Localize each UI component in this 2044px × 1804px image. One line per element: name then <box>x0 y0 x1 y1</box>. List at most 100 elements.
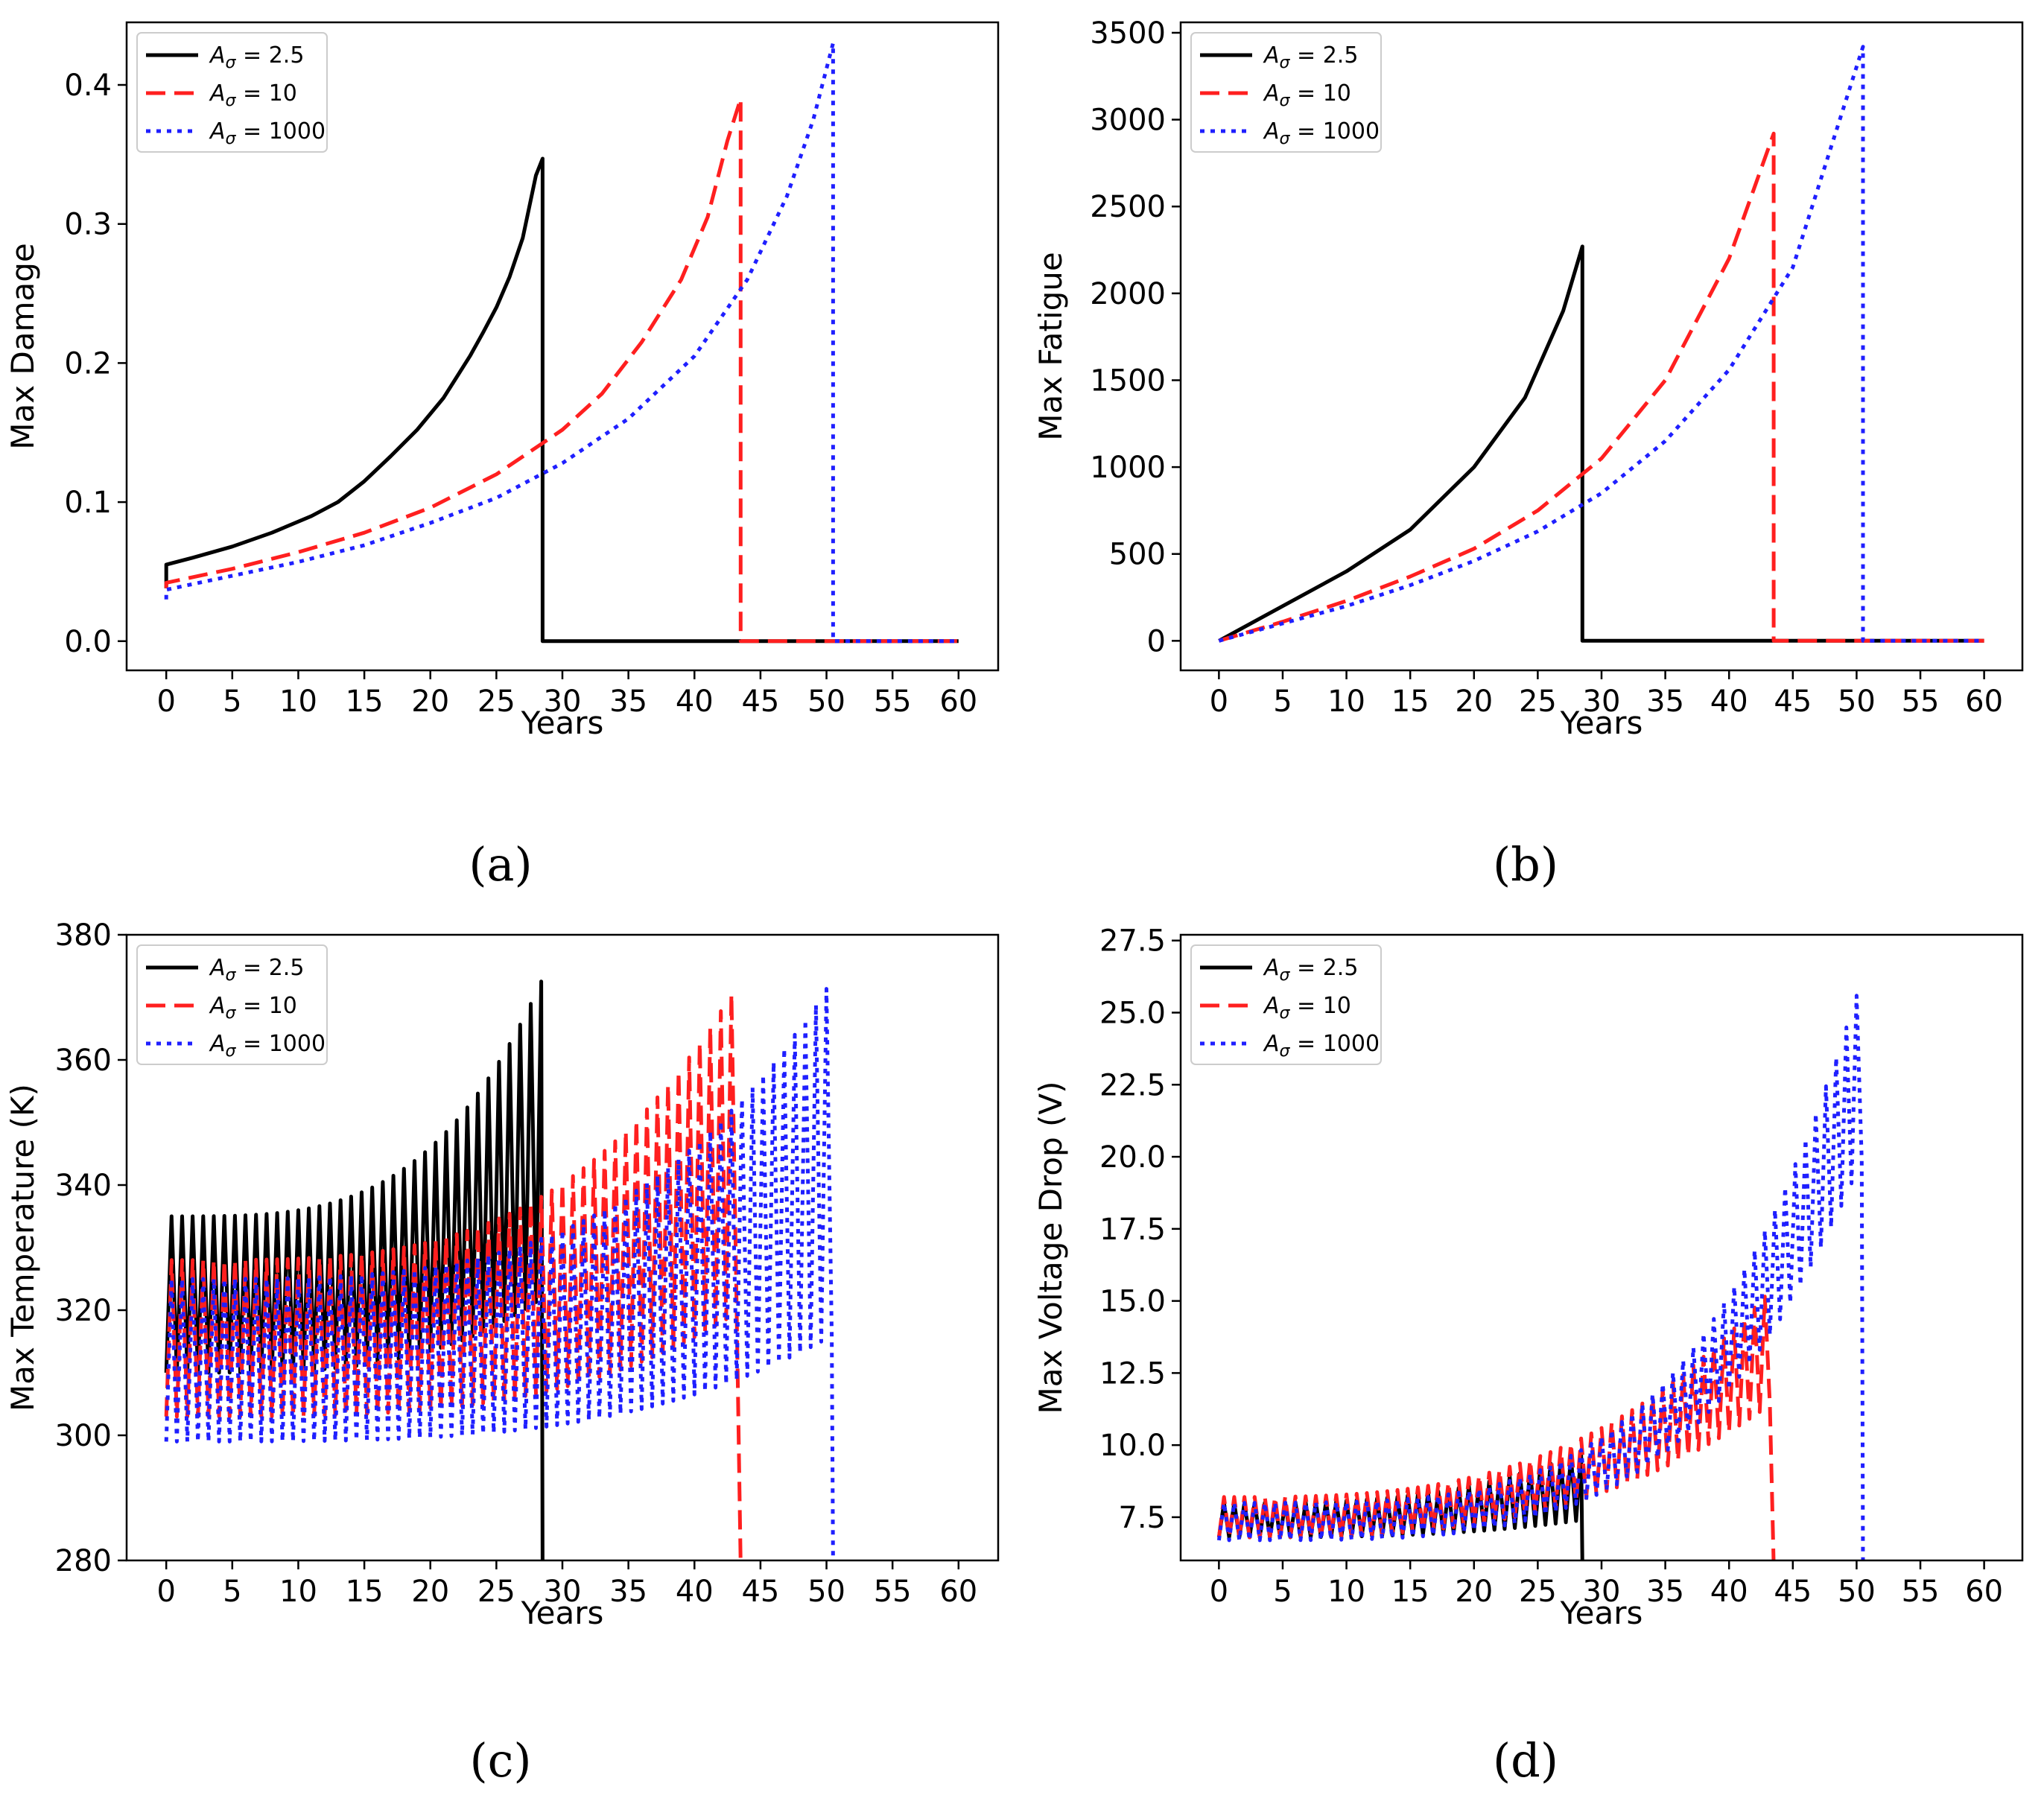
x-tick-label: 10 <box>1327 1575 1365 1609</box>
x-tick-label: 55 <box>1902 685 1940 719</box>
series-group <box>1216 994 1865 1560</box>
y-axis-label: Max Fatigue <box>1032 252 1069 440</box>
legend: Aσ = 2.5 Aσ = 10 Aσ = 1000 <box>136 32 328 153</box>
panel-b: 0 5 10 15 20 25 30 35 40 45 50 55 60 0 500 1000 1500 2000… <box>1032 16 2024 741</box>
panel-a: 0 5 10 15 20 25 30 35 40 45 50 55 60 0.0 0.1 0.2 0.3 0.4 Y… <box>4 21 1000 741</box>
y-tick-label: 15.0 <box>1099 1285 1166 1319</box>
x-tick-label: 30 <box>1583 1575 1621 1609</box>
legend-label-1: Aσ = 2.5 <box>209 42 304 72</box>
x-tick-label: 30 <box>544 1575 582 1609</box>
y-tick-label: 7.5 <box>1118 1501 1166 1535</box>
y-tick-label: 3500 <box>1090 16 1166 51</box>
legend-box <box>1190 32 1382 153</box>
legend-box <box>1190 944 1382 1065</box>
y-tick-label: 0.4 <box>64 69 112 103</box>
x-tick-label: 35 <box>609 685 647 719</box>
x-tick-label: 25 <box>1519 1575 1557 1609</box>
legend: Aσ = 2.5 Aσ = 10 Aσ = 1000 <box>1190 944 1382 1065</box>
x-tick-label: 25 <box>1519 685 1557 719</box>
x-tick-label: 5 <box>223 1575 241 1609</box>
x-tick-label: 15 <box>1391 685 1429 719</box>
legend: Aσ = 2.5 Aσ = 10 Aσ = 1000 <box>1190 32 1382 153</box>
legend-label-3: Aσ = 1000 <box>209 1031 326 1061</box>
x-tick-label: 10 <box>1327 685 1365 719</box>
legend-label-2: Aσ = 10 <box>209 993 297 1023</box>
legend-box <box>136 32 328 153</box>
x-tick-label: 40 <box>676 685 714 719</box>
x-tick-label: 25 <box>477 1575 515 1609</box>
x-tick-label: 60 <box>939 1575 977 1609</box>
caption-d: (d) <box>1493 1733 1558 1788</box>
series-line-1 <box>1218 244 1984 643</box>
legend-label-3: Aσ = 1000 <box>1263 118 1380 148</box>
y-tick-label: 360 <box>55 1044 112 1078</box>
legend-label-2: Aσ = 10 <box>1263 80 1351 110</box>
x-tick-label: 35 <box>1646 685 1684 719</box>
legend-label-1: Aσ = 2.5 <box>209 955 304 985</box>
x-axis-label: Years <box>1560 1595 1643 1631</box>
x-tick-label: 0 <box>156 685 175 719</box>
series-group <box>1218 45 1984 643</box>
caption-c: (c) <box>469 1733 531 1788</box>
x-tick-label: 45 <box>1774 685 1812 719</box>
x-tick-label: 35 <box>609 1575 647 1609</box>
y-tick-label: 3000 <box>1090 104 1166 138</box>
x-axis-label: Years <box>521 705 604 741</box>
x-axis-label: Years <box>521 1595 604 1631</box>
y-axis-label: Max Voltage Drop (V) <box>1032 1082 1069 1414</box>
series-line-2 <box>1218 131 1984 643</box>
y-tick-label: 320 <box>55 1294 112 1328</box>
series-group <box>164 41 959 644</box>
x-tick-label: 15 <box>346 685 384 719</box>
legend-box <box>136 944 328 1065</box>
x-tick-label: 20 <box>1455 1575 1493 1609</box>
x-tick-label: 55 <box>874 1575 912 1609</box>
panel-d: 0 5 10 15 20 25 30 35 40 45 50 55 60 7.5 10.0 12.5 15.0 1… <box>1032 924 2024 1631</box>
x-tick-label: 40 <box>1710 1575 1748 1609</box>
x-tick-label: 15 <box>1391 1575 1429 1609</box>
x-tick-label: 45 <box>1774 1575 1812 1609</box>
y-tick-label: 2000 <box>1090 277 1166 311</box>
x-tick-label: 55 <box>874 685 912 719</box>
x-tick-label: 0 <box>1210 685 1228 719</box>
x-tick-label: 0 <box>1210 1575 1228 1609</box>
panel-c: 0 5 10 15 20 25 30 35 40 45 50 55 60 280 300 320 340 360 3… <box>4 918 1000 1631</box>
caption-a: (a) <box>469 837 532 892</box>
series-group <box>164 979 835 1560</box>
legend-label-1: Aσ = 2.5 <box>1263 955 1358 985</box>
y-axis-label: Max Temperature (K) <box>4 1084 41 1411</box>
x-tick-label: 50 <box>1838 685 1876 719</box>
y-tick-label: 380 <box>55 918 112 953</box>
x-tick-label: 60 <box>1965 1575 2003 1609</box>
x-tick-label: 40 <box>676 1575 714 1609</box>
y-tick-label: 500 <box>1109 538 1166 572</box>
y-tick-label: 12.5 <box>1099 1356 1166 1391</box>
x-tick-label: 50 <box>807 1575 845 1609</box>
y-tick-label: 1500 <box>1090 363 1166 398</box>
x-tick-label: 50 <box>807 685 845 719</box>
x-tick-label: 45 <box>741 685 779 719</box>
y-tick-label: 0.3 <box>64 208 112 242</box>
x-tick-label: 5 <box>1273 1575 1292 1609</box>
y-axis-label: Max Damage <box>4 243 41 449</box>
x-tick-label: 20 <box>411 1575 449 1609</box>
y-tick-label: 340 <box>55 1169 112 1203</box>
x-tick-label: 5 <box>1273 685 1292 719</box>
caption-b: (b) <box>1493 837 1558 892</box>
legend-label-2: Aσ = 10 <box>1263 993 1351 1023</box>
x-tick-label: 0 <box>156 1575 175 1609</box>
x-tick-label: 25 <box>477 685 515 719</box>
x-tick-label: 40 <box>1710 685 1748 719</box>
y-tick-label: 280 <box>55 1544 112 1578</box>
y-tick-label: 22.5 <box>1099 1068 1166 1102</box>
x-tick-label: 45 <box>741 1575 779 1609</box>
y-tick-label: 0.2 <box>64 346 112 381</box>
y-tick-label: 17.5 <box>1099 1213 1166 1247</box>
legend-label-1: Aσ = 2.5 <box>1263 42 1358 72</box>
y-tick-label: 2500 <box>1090 190 1166 224</box>
x-tick-label: 55 <box>1902 1575 1940 1609</box>
legend-label-2: Aσ = 10 <box>209 80 297 110</box>
x-tick-label: 10 <box>279 1575 317 1609</box>
y-tick-label: 25.0 <box>1099 997 1166 1031</box>
